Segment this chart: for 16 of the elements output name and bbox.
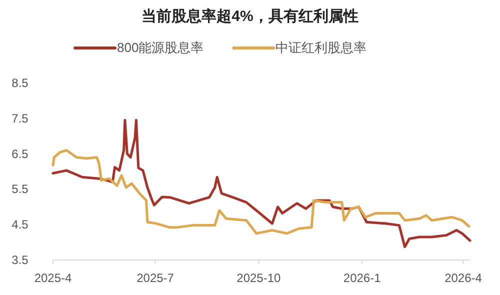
y-tick-label: 4.5 (12, 218, 29, 232)
x-tick-label: 2025-4 (34, 271, 72, 285)
y-tick-label: 6.5 (12, 146, 29, 161)
line-series (52, 149, 470, 235)
y-tick-label: 8.5 (12, 76, 29, 90)
y-tick-label: 5.5 (12, 182, 29, 196)
x-tick-label: 2025-7 (136, 271, 174, 285)
legend-label: 800能源股息率 (117, 40, 204, 55)
y-tick-label: 3.5 (12, 253, 29, 267)
x-tick-label: 2026-4 (444, 271, 482, 285)
y-tick-label: 7.5 (12, 111, 29, 126)
chart-title: 当前股息率超4%，具有红利属性 (142, 7, 358, 25)
x-tick-label: 2025-10 (236, 271, 282, 285)
x-tick-label: 2026-1 (343, 271, 382, 285)
line-series (52, 118, 472, 248)
legend-label: 中证红利股息率 (276, 40, 367, 55)
